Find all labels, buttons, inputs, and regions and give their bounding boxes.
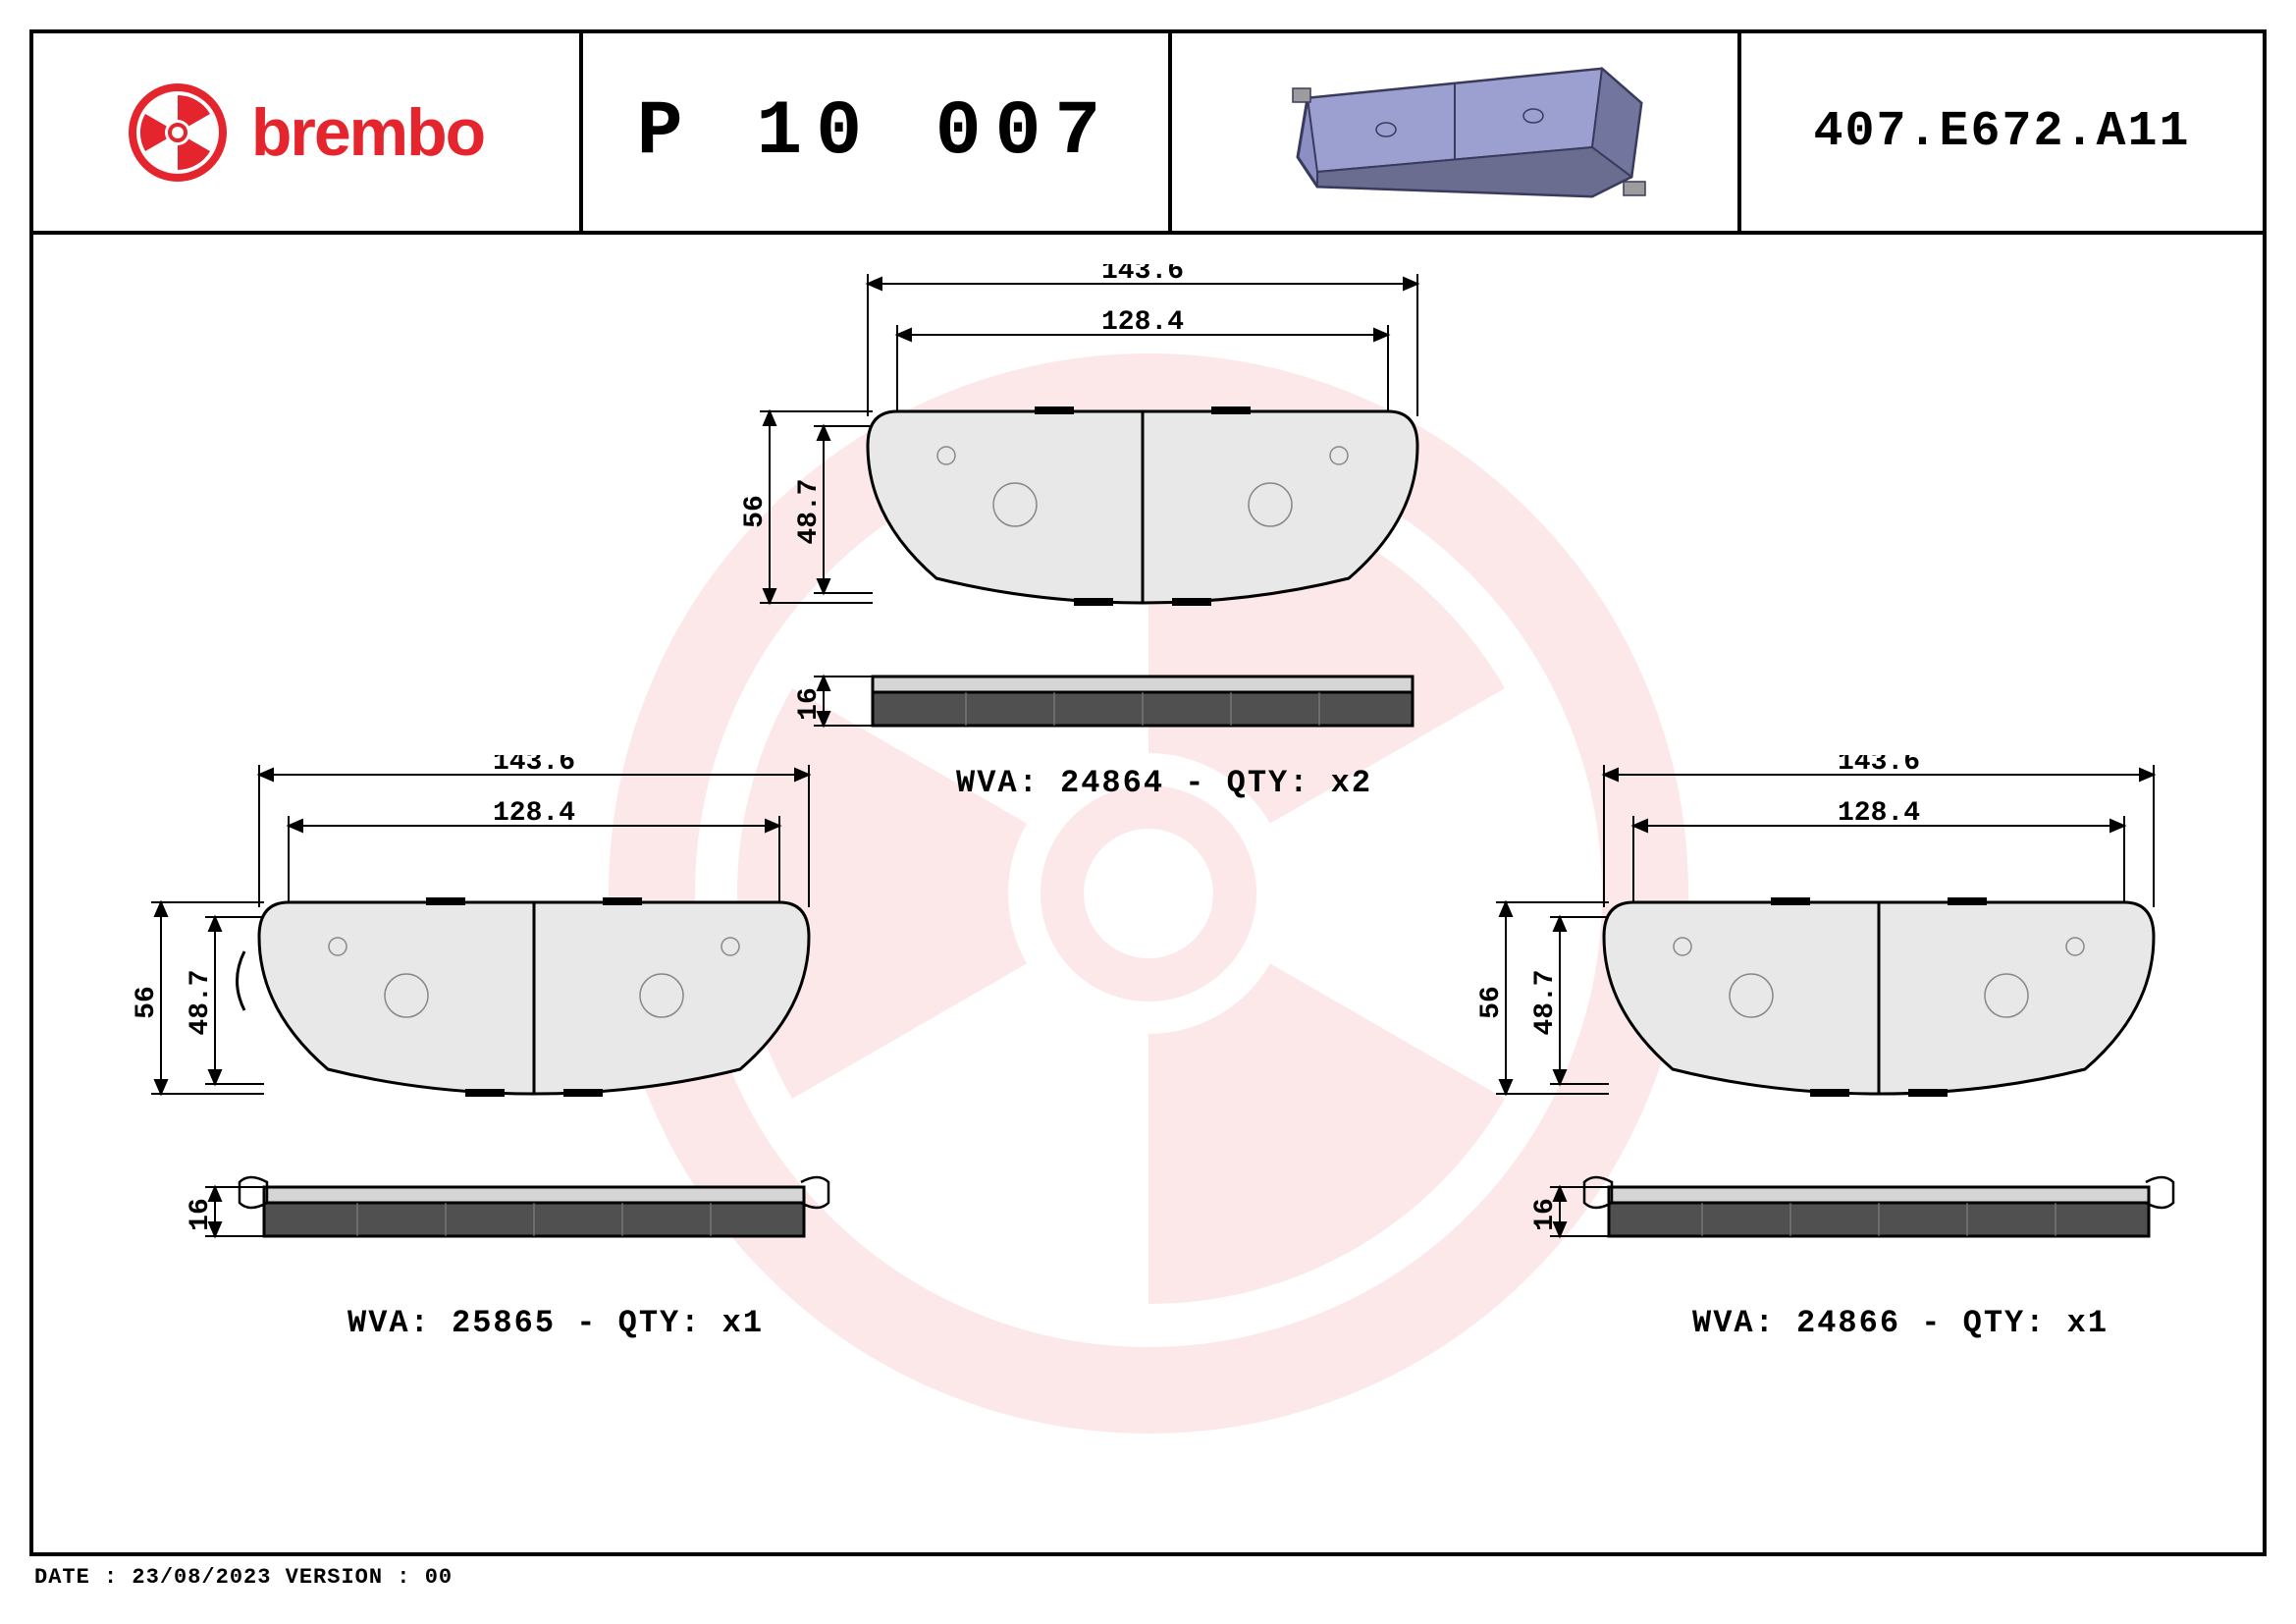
svg-text:48.7: 48.7 xyxy=(1530,969,1561,1035)
svg-text:16: 16 xyxy=(1530,1198,1561,1231)
pad-view-right: 143.6 128.4 56 xyxy=(1437,755,2296,1310)
wva-label-top: WVA: 24864 - QTY: x2 xyxy=(956,765,1372,801)
svg-text:56: 56 xyxy=(1476,986,1507,1019)
dim-thickness: 16 xyxy=(794,687,825,721)
pad-view-top: 143.6 128.4 56 xyxy=(701,264,1584,799)
svg-text:48.7: 48.7 xyxy=(186,969,216,1035)
svg-text:128.4: 128.4 xyxy=(1838,798,1920,829)
dim-width-outer: 143.6 xyxy=(1101,264,1184,287)
dim-height-inner: 48.7 xyxy=(794,478,825,544)
wva-label-left: WVA: 25865 - QTY: x1 xyxy=(347,1305,764,1341)
drawing-code: 407.E672.A11 xyxy=(1813,104,2190,160)
pad-view-left: 143.6 128.4 56 xyxy=(92,755,976,1310)
wva-label-right: WVA: 24866 - QTY: x1 xyxy=(1692,1305,2109,1341)
part-number-cell: P 10 007 xyxy=(583,33,1172,231)
drawing-frame: brembo P 10 007 407.E672.A11 xyxy=(29,29,2267,1556)
svg-text:128.4: 128.4 xyxy=(493,798,575,829)
brand-cell: brembo xyxy=(33,33,583,231)
drawing-body: 143.6 128.4 56 xyxy=(33,235,2263,1552)
dim-height-outer: 56 xyxy=(740,495,771,528)
brake-pad-iso-icon xyxy=(1249,49,1661,216)
drawing-code-cell: 407.E672.A11 xyxy=(1741,33,2263,231)
svg-text:143.6: 143.6 xyxy=(493,755,575,778)
part-number: P 10 007 xyxy=(637,89,1114,176)
brembo-icon xyxy=(129,83,227,182)
iso-view-cell xyxy=(1172,33,1741,231)
svg-text:56: 56 xyxy=(132,986,162,1019)
brand-logo: brembo xyxy=(129,83,484,182)
footer: DATE : 23/08/2023 VERSION : 00 xyxy=(34,1565,453,1590)
title-block: brembo P 10 007 407.E672.A11 xyxy=(33,33,2263,235)
brand-name: brembo xyxy=(251,94,484,171)
dim-width-inner: 128.4 xyxy=(1101,307,1184,338)
svg-text:16: 16 xyxy=(186,1198,216,1231)
svg-text:143.6: 143.6 xyxy=(1838,755,1920,778)
